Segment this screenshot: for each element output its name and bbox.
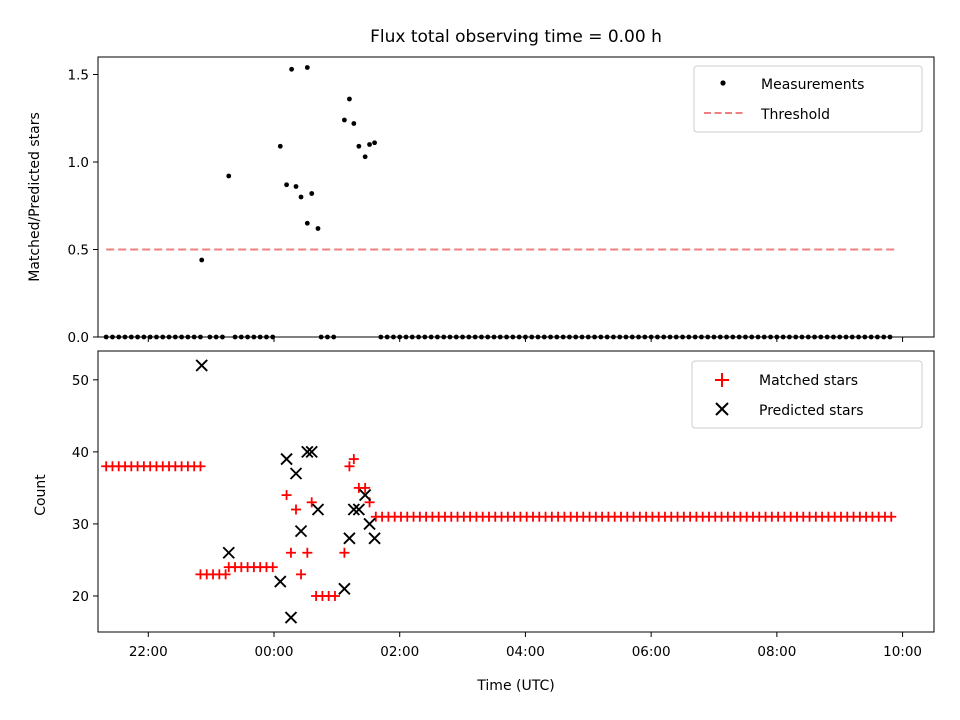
bottom-ytick-label: 50 [72, 373, 89, 389]
predicted-star-point [358, 488, 372, 502]
bottom-ytick-label: 20 [72, 589, 89, 605]
matched-star-point [220, 569, 231, 580]
predicted-star-point [294, 524, 308, 538]
legend-predicted-label: Predicted stars [759, 403, 864, 419]
legend-measurements-icon [720, 80, 726, 86]
matched-star-point [329, 590, 340, 601]
predicted-star-point [305, 445, 318, 459]
predicted-star-point [347, 503, 361, 516]
measurement-point [356, 143, 362, 149]
bottom-xtick-label: 22:00 [129, 644, 168, 660]
bottom-xlabel: Time (UTC) [476, 678, 554, 694]
legend-matched-icon [715, 373, 729, 387]
measurement-point [315, 226, 321, 231]
measurement-point [293, 184, 299, 189]
bottom-xtick-label: 06:00 [632, 644, 671, 660]
predicted-star-point [222, 546, 235, 559]
predicted-star-point [338, 582, 351, 595]
measurement-point [277, 143, 283, 149]
measurement-point [298, 194, 304, 200]
predicted-star-point [311, 503, 325, 516]
top-legend-box [693, 65, 923, 133]
ticks-layer: 0.0 0.5 1.0 1.5 20 30 40 50 22:00 00:00 02:00 04:00… [68, 68, 923, 661]
predicted-star-point [289, 467, 303, 480]
measurement-point [367, 142, 372, 147]
predicted-star-point [343, 532, 356, 545]
bottom-axes-frame [97, 350, 935, 633]
top-ytick-label: 1.5 [68, 68, 89, 84]
bottom-panel: Count Time (UTC) Matched stars Predicted… [33, 350, 935, 694]
matched-star-point [348, 454, 359, 465]
measurement-point [289, 66, 294, 72]
bottom-ytick-label: 40 [72, 445, 89, 461]
measurement-point [284, 182, 289, 188]
predicted-star-point [195, 359, 208, 372]
top-panel: Matched/Predicted stars Measurements Thr… [27, 56, 935, 340]
measurement-point [309, 191, 315, 196]
bottom-ylabel: Count [33, 474, 49, 516]
predicted-star-point [352, 503, 366, 516]
predicted-star-point [274, 575, 287, 588]
measurement-point [342, 117, 347, 123]
top-axes-frame [97, 56, 935, 338]
bottom-xtick-label: 04:00 [506, 644, 545, 660]
predicted-star-point [368, 532, 381, 545]
matched-star-point [886, 511, 897, 522]
measurement-point [351, 121, 357, 126]
matched-star-point [360, 482, 371, 493]
matched-star-point [267, 562, 278, 573]
measurement-point [347, 96, 352, 102]
measurement-point [372, 140, 377, 146]
legend-matched-label: Matched stars [759, 373, 858, 389]
measurement-point [304, 220, 310, 226]
measurement-point [199, 257, 205, 263]
matched-star-point [296, 569, 307, 580]
top-ytick-label: 0.0 [68, 330, 89, 346]
bottom-xtick-label: 00:00 [255, 644, 294, 660]
matched-star-point [344, 461, 355, 472]
chart-title: Flux total observing time = 0.00 h [370, 27, 662, 47]
bottom-xtick-label: 08:00 [757, 644, 796, 660]
legend-measurements-label: Measurements [761, 77, 864, 93]
matched-star-point [339, 547, 350, 558]
bottom-ytick-label: 30 [72, 517, 89, 533]
top-legend: Measurements Threshold [693, 65, 923, 133]
bottom-plot-area [101, 359, 897, 624]
matched-star-point [291, 504, 301, 515]
bottom-legend-box [691, 360, 923, 429]
predicted-star-point [280, 452, 293, 466]
matched-star-point [285, 547, 296, 558]
predicted-star-point [363, 517, 376, 531]
predicted-star-point [284, 611, 298, 624]
legend-predicted-icon [715, 402, 729, 416]
matched-star-point [281, 490, 292, 501]
matched-star-point [306, 497, 317, 508]
measurement-point [226, 173, 232, 179]
matched-star-point [302, 547, 313, 558]
bottom-xtick-label: 02:00 [380, 644, 419, 660]
legend-threshold-label: Threshold [760, 107, 830, 123]
top-ytick-label: 1.0 [68, 155, 89, 171]
matched-star-point [195, 461, 206, 472]
bottom-legend: Matched stars Predicted stars [691, 360, 923, 429]
top-ylabel: Matched/Predicted stars [27, 112, 43, 282]
bottom-xtick-label: 10:00 [883, 644, 922, 660]
top-ytick-label: 0.5 [68, 243, 89, 259]
measurement-point [362, 154, 368, 160]
predicted-star-point [301, 445, 314, 459]
measurement-point [304, 65, 310, 70]
